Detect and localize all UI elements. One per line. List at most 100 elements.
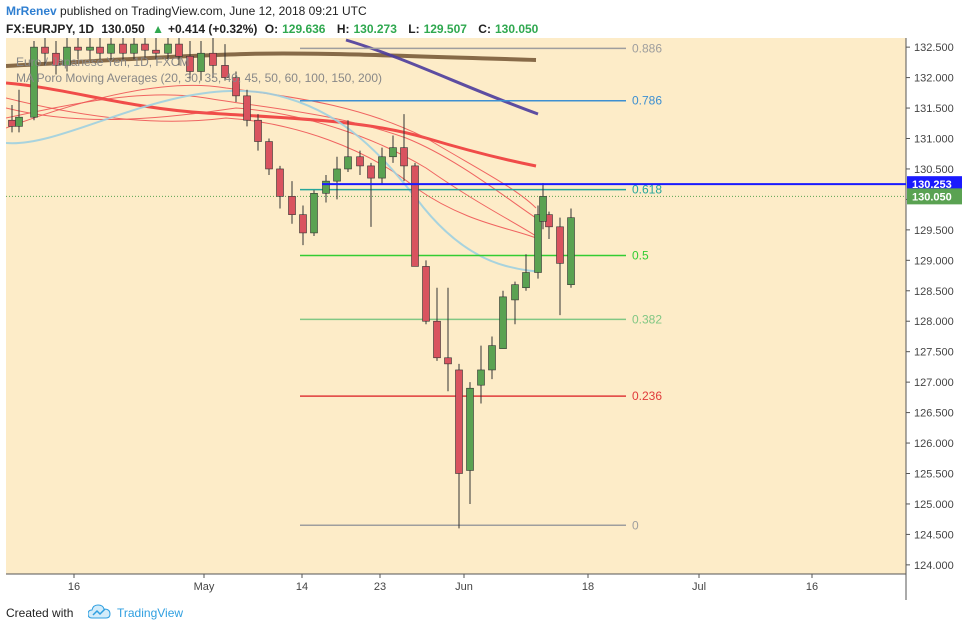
candle-down[interactable]	[254, 119, 262, 142]
candle-up[interactable]	[15, 116, 23, 127]
candle-down[interactable]	[367, 165, 375, 179]
candle-up[interactable]	[567, 217, 575, 285]
fib-level-label: 0.5	[632, 248, 649, 262]
low-value: 129.507	[423, 22, 467, 36]
ma-30-line	[5, 97, 537, 239]
candle-up[interactable]	[333, 168, 341, 182]
candle-down[interactable]	[276, 168, 284, 197]
candle-down[interactable]	[221, 65, 229, 78]
candle-down[interactable]	[400, 147, 408, 167]
candle-down[interactable]	[422, 266, 430, 322]
plot-background	[6, 38, 906, 574]
candle-down[interactable]	[141, 43, 149, 51]
x-tick-label: May	[194, 581, 215, 593]
candle-up[interactable]	[30, 46, 38, 118]
symbol-label[interactable]: FX:EURJPY, 1D	[6, 22, 95, 36]
candle-up[interactable]	[164, 43, 172, 54]
candle-down[interactable]	[433, 320, 441, 359]
candle-up[interactable]	[534, 214, 542, 273]
y-tick-label: 129.000	[914, 255, 954, 267]
candle-down[interactable]	[455, 369, 463, 474]
y-tick-label: 128.500	[914, 286, 954, 298]
candle-up[interactable]	[522, 272, 530, 289]
ma-20-line	[5, 89, 542, 273]
candle-down[interactable]	[209, 52, 217, 66]
close-label: C:	[478, 22, 491, 36]
low-label: L:	[408, 22, 420, 36]
candle-up[interactable]	[511, 284, 519, 301]
candle-down[interactable]	[356, 156, 364, 167]
change-value: +0.414 (+0.32%)	[168, 22, 258, 36]
y-tick-label: 127.500	[914, 347, 954, 359]
candle-down[interactable]	[41, 46, 49, 54]
y-tick-label: 124.000	[914, 560, 954, 572]
x-tick-label: 14	[296, 581, 308, 593]
ma-40-line	[5, 107, 537, 237]
candle-up[interactable]	[499, 296, 507, 349]
candle-up[interactable]	[130, 43, 138, 54]
candle-up[interactable]	[389, 147, 397, 158]
ohlc-line: FX:EURJPY, 1D 130.050 ▲ +0.414 (+0.32%) O…	[6, 22, 546, 36]
fib-level-label: 0	[632, 518, 639, 532]
fib-level-label: 0.618	[632, 183, 662, 197]
open-label: O:	[264, 22, 279, 36]
candle-up[interactable]	[466, 387, 474, 471]
chart-title: Euro / Japanese Yen, 1D, FXCM	[16, 55, 189, 69]
candle-down[interactable]	[186, 55, 194, 72]
candle-down[interactable]	[556, 226, 564, 264]
candle-up[interactable]	[477, 369, 485, 386]
x-tick-label: Jul	[692, 581, 706, 593]
candle-down[interactable]	[96, 46, 104, 54]
chart-area[interactable]: 0.886 0.786 0.618 0.5 0.382 0.236 0 Euro / Japa…	[5, 34, 962, 600]
x-tick-label: 18	[582, 581, 594, 593]
candle-up[interactable]	[107, 43, 115, 54]
price-tag-label: 130.050	[912, 191, 952, 203]
candle-down[interactable]	[8, 119, 16, 127]
x-tick-label: Jun	[455, 581, 473, 593]
tradingview-cloud-icon[interactable]	[88, 604, 112, 620]
candle-down[interactable]	[232, 77, 240, 97]
candle-down[interactable]	[288, 196, 296, 215]
published-text: published on TradingView.com, June 12, 2…	[60, 4, 367, 18]
price-tag	[907, 176, 962, 193]
y-tick-label: 131.500	[914, 103, 954, 115]
candle-down[interactable]	[265, 141, 273, 170]
candle-up[interactable]	[344, 156, 352, 170]
candle-up[interactable]	[322, 180, 330, 194]
y-tick-label: 127.000	[914, 377, 954, 389]
y-tick-label: 124.500	[914, 529, 954, 541]
tradingview-brand[interactable]: TradingView	[117, 606, 184, 620]
ma-100-line	[5, 81, 537, 168]
candle-down[interactable]	[152, 49, 160, 54]
y-tick-label: 132.000	[914, 73, 954, 85]
ma-50-line	[5, 94, 537, 219]
candle-up[interactable]	[378, 156, 386, 179]
fib-level-label: 0.886	[632, 41, 662, 55]
candle-up[interactable]	[539, 196, 547, 222]
y-tick-label: 128.000	[914, 316, 954, 328]
candle-down[interactable]	[52, 52, 60, 66]
ma-200-line	[5, 51, 537, 68]
candle-up[interactable]	[86, 46, 94, 51]
candle-up[interactable]	[63, 46, 71, 66]
y-tick-label: 126.000	[914, 438, 954, 450]
price-tag	[907, 188, 962, 205]
candle-down[interactable]	[119, 43, 127, 54]
price-chart[interactable]: 0.886 0.786 0.618 0.5 0.382 0.236 0 Euro / Japa…	[5, 34, 962, 600]
candle-down[interactable]	[243, 95, 251, 121]
created-with-text: Created with	[6, 606, 74, 620]
author-link[interactable]: MrRenev	[6, 4, 57, 18]
x-tick-label: 16	[68, 581, 80, 593]
fib-level-label: 0.236	[632, 389, 662, 403]
candle-down[interactable]	[74, 46, 82, 51]
y-tick-label: 129.500	[914, 225, 954, 237]
candle-down[interactable]	[411, 165, 419, 267]
candle-up[interactable]	[488, 345, 496, 371]
candle-up[interactable]	[310, 193, 318, 234]
candle-down[interactable]	[299, 214, 307, 234]
candle-up[interactable]	[197, 52, 205, 72]
candle-down[interactable]	[175, 43, 183, 57]
candle-down[interactable]	[444, 357, 452, 365]
fib-level-label: 0.382	[632, 312, 662, 326]
y-tick-label: 132.500	[914, 42, 954, 54]
